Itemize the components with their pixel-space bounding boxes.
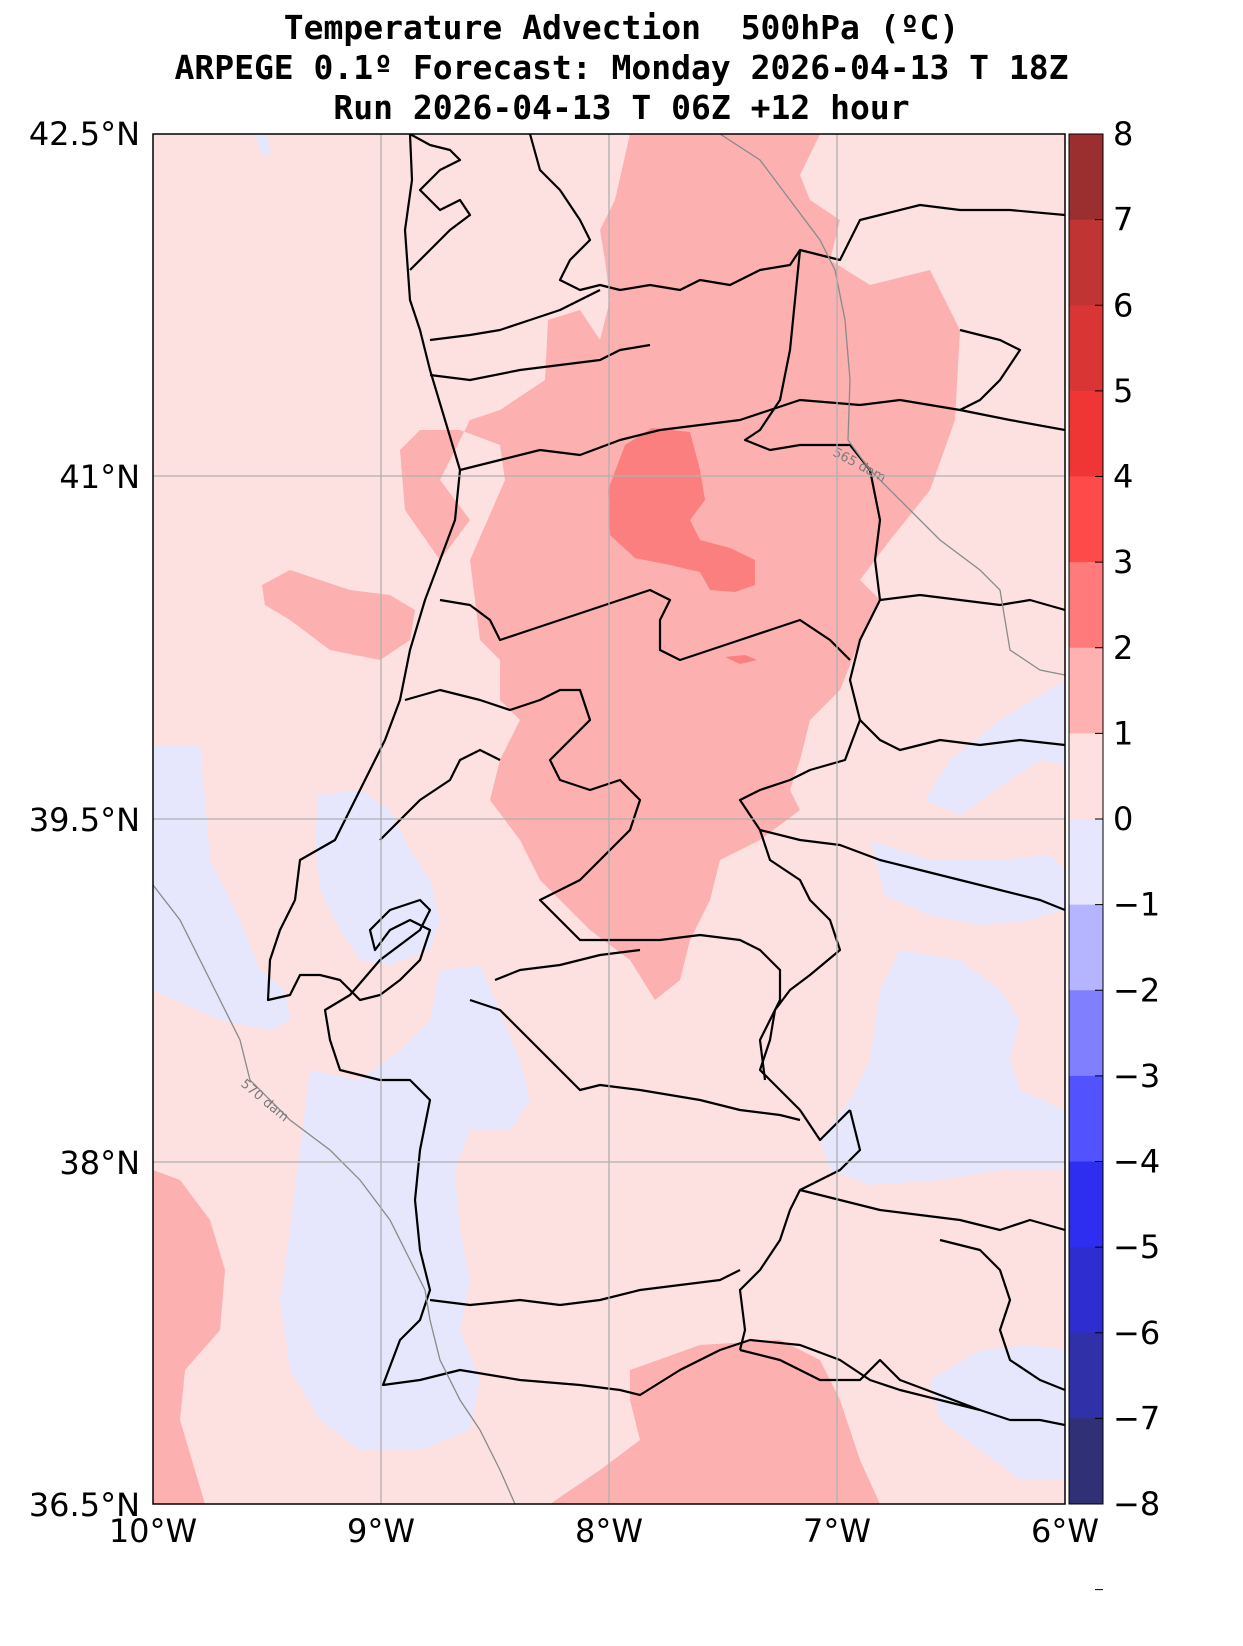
lat-tick-label: 41°N bbox=[59, 458, 140, 496]
colorbar-tick-label: −5 bbox=[1113, 1228, 1160, 1266]
lon-tick-label: 6°W bbox=[1031, 1512, 1099, 1550]
lat-axis: 42.5°N 41°N 39.5°N 38°N 36.5°N bbox=[29, 115, 140, 1524]
lat-tick-label: 42.5°N bbox=[29, 115, 140, 153]
colorbar-tick-label: −2 bbox=[1113, 971, 1160, 1009]
colorbar-tick-label: −1 bbox=[1113, 886, 1160, 924]
advection-area-south bbox=[550, 1340, 880, 1504]
colorbar-segment bbox=[1069, 990, 1103, 1077]
contour-570 bbox=[153, 884, 516, 1504]
map-frame bbox=[152, 133, 1066, 1505]
district-line-7 bbox=[494, 948, 641, 982]
colorbar-segment bbox=[1069, 562, 1103, 649]
advection-area-southwest bbox=[153, 1170, 225, 1504]
district-line-9 bbox=[429, 1269, 741, 1307]
colorbar-tick-label: 0 bbox=[1113, 800, 1133, 838]
district-line-12 bbox=[759, 828, 1065, 912]
colorbar-tick-label: 1 bbox=[1113, 714, 1133, 752]
border-spain-portugal-north bbox=[528, 134, 1065, 292]
district-line-4 bbox=[439, 588, 851, 662]
district-line-15 bbox=[939, 1238, 1065, 1392]
colorbar-tick-label: 7 bbox=[1113, 201, 1133, 239]
lon-tick-label: 10°W bbox=[109, 1512, 197, 1550]
district-line-5 bbox=[404, 688, 782, 1081]
advection-area-west bbox=[262, 570, 415, 660]
colorbar-tick-label: 6 bbox=[1113, 286, 1133, 324]
advection-2-3-areas bbox=[608, 428, 757, 664]
contour-565 bbox=[719, 134, 1065, 676]
colorbar-segment bbox=[1069, 1418, 1103, 1505]
lat-tick-label: 39.5°N bbox=[29, 801, 140, 839]
colorbar-segment bbox=[1069, 733, 1103, 820]
title-line-2: ARPEGE 0.1º Forecast: Monday 2026-04-13 … bbox=[174, 48, 1069, 87]
lon-tick-label: 8°W bbox=[575, 1512, 643, 1550]
colorbar-segment bbox=[1069, 219, 1103, 306]
district-line-13 bbox=[799, 1188, 1065, 1232]
advection-neg-area-southeast bbox=[820, 950, 1065, 1185]
border-north-galicia bbox=[409, 134, 472, 271]
lon-tick-label: 7°W bbox=[803, 1512, 871, 1550]
colorbar-segment bbox=[1069, 1075, 1103, 1162]
colorbar-tick-label: −3 bbox=[1113, 1057, 1160, 1095]
district-line-6 bbox=[379, 748, 501, 841]
advection-neg-area-south-east bbox=[930, 1345, 1065, 1480]
district-line-16 bbox=[959, 328, 1022, 411]
advection-neg-area-setubal bbox=[280, 965, 530, 1450]
colorbar-segment bbox=[1069, 1247, 1103, 1334]
lon-axis: 10°W 9°W 8°W 7°W 6°W bbox=[109, 1512, 1099, 1550]
colorbar-tick-label: −6 bbox=[1113, 1314, 1160, 1352]
lat-tick-label: 38°N bbox=[59, 1144, 140, 1182]
colorbar-tick-label: 5 bbox=[1113, 372, 1133, 410]
title-line-3: Run 2026-04-13 T 06Z +12 hour bbox=[333, 88, 910, 127]
colorbar-tick-label: −8 bbox=[1113, 1485, 1160, 1523]
gridlines bbox=[153, 134, 1065, 1504]
advection-area-small bbox=[725, 655, 757, 664]
colorbar-segment bbox=[1069, 1161, 1103, 1248]
colorbar-segment bbox=[1069, 1332, 1103, 1419]
advection-neg-area-west bbox=[153, 745, 290, 1030]
colorbar-tick-label: −7 bbox=[1113, 1399, 1160, 1437]
colorbar-segment bbox=[1069, 647, 1103, 734]
colorbar-segment bbox=[1069, 134, 1103, 221]
advection-area-central bbox=[608, 428, 755, 592]
colorbar-tick-label: 2 bbox=[1113, 629, 1133, 667]
colorbar-tick-label: 3 bbox=[1113, 543, 1133, 581]
district-line-1 bbox=[429, 289, 601, 342]
colorbar: 8 7 6 5 4 3 2 1 0 −1 −2 −3 −4 −5 −6 −7 −8 bbox=[1068, 115, 1160, 1591]
colorbar-segment bbox=[1069, 305, 1103, 392]
chart-title: Temperature Advection 500hPa (ºC) ARPEGE… bbox=[0, 8, 1243, 128]
border-portugal-east bbox=[738, 249, 882, 1142]
coastline-west bbox=[266, 134, 1065, 1427]
colorbar-segment bbox=[1069, 476, 1103, 563]
geopotential-contours bbox=[153, 134, 1065, 1504]
advection-neg-area-top bbox=[255, 134, 270, 155]
district-line-8 bbox=[469, 998, 801, 1122]
boundaries bbox=[266, 134, 1065, 1427]
title-line-1: Temperature Advection 500hPa (ºC) bbox=[283, 8, 960, 47]
colorbar-tick-label: −4 bbox=[1113, 1143, 1160, 1181]
colorbar-segment bbox=[1069, 390, 1103, 477]
district-line-14 bbox=[739, 1348, 981, 1412]
district-line-2 bbox=[429, 343, 651, 382]
colorbar-tick-label: 4 bbox=[1113, 458, 1133, 496]
district-line-10 bbox=[879, 593, 1065, 612]
district-line-11 bbox=[859, 719, 1065, 752]
lat-tick-label: 36.5°N bbox=[29, 1486, 140, 1524]
district-line-3 bbox=[459, 398, 1065, 472]
colorbar-segment bbox=[1069, 904, 1103, 991]
border-portugal-south bbox=[738, 1109, 862, 1351]
advection-neg-area-east bbox=[925, 680, 1065, 815]
map-area: 565 dam 570 dam bbox=[153, 134, 1065, 1504]
colorbar-tick-label: 8 bbox=[1113, 115, 1133, 153]
lon-tick-label: 9°W bbox=[347, 1512, 415, 1550]
colorbar-segment bbox=[1069, 819, 1103, 906]
